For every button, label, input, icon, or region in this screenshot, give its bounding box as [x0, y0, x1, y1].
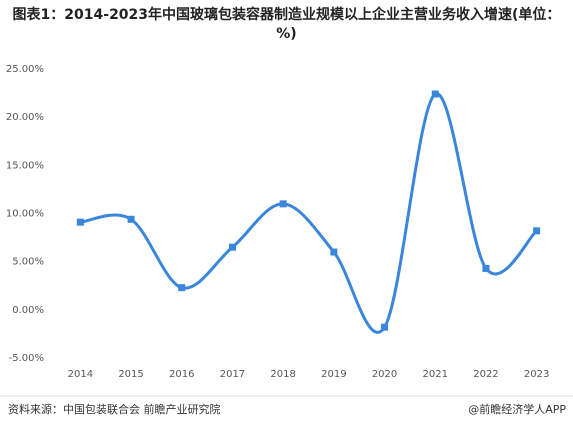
x-tick-label: 2020	[372, 369, 397, 380]
source: 资料来源：中国包装联合会 前瞻产业研究院	[8, 402, 221, 416]
y-tick-label: 20.00%	[6, 112, 44, 123]
y-tick-label: 10.00%	[6, 209, 44, 220]
credit: @前瞻经济学人APP	[468, 402, 566, 416]
point	[178, 284, 186, 292]
line	[80, 92, 538, 334]
x-tick-label: 2023	[524, 369, 549, 380]
point	[228, 243, 236, 251]
y-tick-label: 0.00%	[12, 305, 44, 316]
point	[127, 215, 135, 223]
x-tick-label: 2018	[270, 369, 295, 380]
x-tick-label: 2021	[423, 369, 448, 380]
x-tick-label: 2016	[169, 369, 194, 380]
y-tick-label: 5.00%	[12, 257, 44, 268]
chart-title: 图表1：2014-2023年中国玻璃包装容器制造业规模以上企业主营业务收入增速(…	[12, 7, 561, 42]
x-tick-label: 2022	[473, 369, 498, 380]
point	[431, 90, 439, 98]
point	[279, 200, 287, 208]
x-tick-label: 2015	[118, 369, 143, 380]
point	[76, 218, 84, 226]
x-tick-label: 2019	[321, 369, 346, 380]
x-tick-label: 2014	[68, 369, 93, 380]
point	[482, 264, 490, 272]
y-tick-label: 25.00%	[6, 64, 44, 75]
point	[381, 323, 389, 331]
x-tick-label: 2017	[220, 369, 245, 380]
y-tick-label: 15.00%	[6, 160, 44, 171]
y-tick-label: -5.00%	[9, 353, 44, 364]
point	[533, 227, 541, 235]
point	[330, 248, 338, 256]
